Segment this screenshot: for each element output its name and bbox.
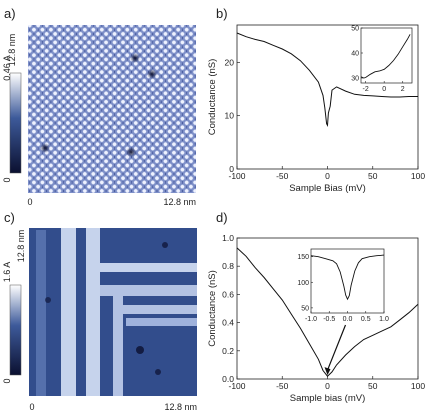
panel-d-ytick-label-2: 0.4 (222, 318, 234, 328)
panel-b-ytick-label-2: 20 (225, 57, 235, 67)
panel-b-inset-xtick-label-1: 0 (382, 86, 386, 93)
panel-d-ytick-label-5: 1.0 (222, 233, 234, 243)
panel-d-inset-xtick-label-0: -1.0 (305, 316, 317, 323)
panel-d-inset-xtick-label-3: 0.5 (361, 316, 371, 323)
panel-b-inset-ytick-label-1: 40 (351, 51, 359, 58)
panel-b-letter: b) (216, 6, 228, 21)
panel-d-inset-ytick-label-2: 150 (297, 254, 309, 261)
panel-b-inset-ytick-label-2: 50 (351, 26, 359, 33)
panel-c-image (29, 228, 197, 396)
panel-b-ytick-label-1: 10 (225, 111, 235, 121)
panel-c-colorbar-max: 1.6 A (2, 262, 12, 283)
panel-d-ylabel: Conductance (nS) (207, 270, 218, 347)
panel-d-letter: d) (216, 210, 228, 225)
panel-a-colorbar-max: 0.46 A (2, 55, 12, 81)
panel-a-x-origin: 0 (27, 197, 32, 207)
panel-a-image (28, 25, 196, 193)
panel-d-inset-xtick-label-1: -0.5 (323, 316, 335, 323)
panel-d-chart: -100 -50 0 50 100 0.0 0.2 0.4 0.6 0.8 1.0 Sample bi… (207, 233, 425, 404)
panel-c-y-size: 12.8 nm (16, 230, 26, 263)
panel-b-xtick-label-0: -100 (228, 171, 245, 181)
panel-c-colorbar-min: 0 (2, 378, 12, 383)
panel-d-ytick-label-3: 0.6 (222, 289, 234, 299)
panel-d-inset-ytick-label-1: 100 (297, 280, 309, 287)
panel-b-ylabel: Conductance (nS) (207, 59, 218, 136)
panel-c-letter: c) (4, 210, 15, 225)
panel-b-xtick-label-4: 100 (411, 171, 425, 181)
panel-c-colorbar (9, 284, 22, 376)
panel-d-xtick-label-1: -50 (276, 381, 289, 391)
panel-d-ytick-label-4: 0.8 (222, 261, 234, 271)
panel-b-inset-ytick-label-0: 30 (351, 76, 359, 83)
panel-d-xtick-label-3: 50 (368, 381, 378, 391)
panel-b-xtick-label-3: 50 (368, 171, 378, 181)
panel-d-ytick-label-0: 0.0 (222, 374, 234, 384)
panel-a-colorbar (9, 72, 22, 174)
panel-d-inset-xtick-label-2: 0.0 (343, 316, 353, 323)
panel-d-xlabel: Sample bias (mV) (290, 393, 366, 404)
panel-d-xtick-label-4: 100 (411, 381, 425, 391)
panel-d-arrow-head (324, 367, 331, 376)
panel-d-arrow (326, 324, 347, 371)
panel-d-inset-frame (310, 248, 385, 314)
panel-b-xlabel: Sample Bias (mV) (289, 183, 366, 194)
panel-b-inset-xtick-label-0: -2 (363, 86, 369, 93)
panel-b-xtick-label-1: -50 (276, 171, 289, 181)
panel-c-x-origin: 0 (29, 402, 34, 412)
panel-b-inset-line (360, 34, 411, 79)
panel-d-ytick-label-1: 0.2 (222, 346, 234, 356)
panel-d-xtick-label-0: -100 (228, 381, 245, 391)
panel-a-letter: a) (4, 6, 16, 21)
panel-d-inset-ytick-label-0: 50 (301, 305, 309, 312)
panel-c-x-size: 12.8 nm (164, 402, 197, 412)
panel-d-xtick-label-2: 0 (325, 381, 330, 391)
panel-a-x-size: 12.8 nm (163, 197, 196, 207)
panel-a-y-size: 12.8 nm (7, 34, 17, 67)
panel-b-xtick-label-2: 0 (325, 171, 330, 181)
panel-d-inset-xtick-label-4: 1.0 (379, 316, 389, 323)
panel-b-inset-frame (360, 27, 413, 84)
panel-b-inset-xtick-label-2: 2 (401, 86, 405, 93)
panel-d-inset-line (310, 254, 385, 301)
panel-a-defects (40, 53, 157, 157)
panel-d-series-0-line (236, 247, 419, 377)
panel-b-series-0-line (236, 32, 418, 127)
panel-b-ytick-label-0: 0 (229, 164, 234, 174)
panel-a-colorbar-min: 0 (2, 177, 12, 182)
